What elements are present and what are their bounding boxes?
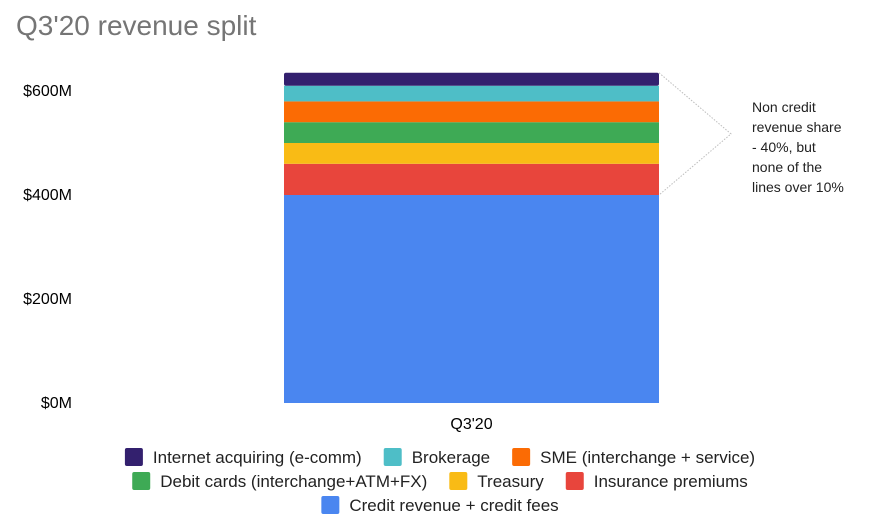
y-tick-label: $0M xyxy=(41,395,72,412)
annotation-line: - 40%, but xyxy=(752,139,816,155)
legend-swatch xyxy=(565,472,584,490)
legend-item-treasury: Treasury xyxy=(449,472,544,491)
legend-swatch xyxy=(512,448,531,466)
annotation-line: Non credit xyxy=(752,99,816,115)
annotation-line: none of the xyxy=(752,159,822,175)
legend-label: Treasury xyxy=(477,472,544,491)
bar-segment-debit-cards-interchange-atm-fx xyxy=(284,122,659,143)
x-tick-label: Q3'20 xyxy=(450,416,492,433)
annotation-callout: Non credit revenue share - 40%, but none of… xyxy=(658,72,844,196)
legend-label: Insurance premiums xyxy=(594,472,748,491)
bar-segment-insurance-premiums xyxy=(284,163,659,195)
legend-item-credit-revenue-credit-fees: Credit revenue + credit fees xyxy=(321,496,559,515)
bar-segment-sme-interchange-service xyxy=(284,101,659,123)
legend-swatch xyxy=(383,448,402,466)
y-tick-label: $600M xyxy=(23,83,72,100)
legend-label: SME (interchange + service) xyxy=(540,448,755,467)
callout-bracket xyxy=(658,72,732,196)
legend-item-debit-cards-interchange-atm-fx: Debit cards (interchange+ATM+FX) xyxy=(132,472,427,491)
legend-swatch xyxy=(124,448,143,466)
stacked-bar xyxy=(284,72,659,403)
legend: Internet acquiring (e-comm) Brokerage SME … xyxy=(124,448,755,515)
legend-label: Debit cards (interchange+ATM+FX) xyxy=(160,472,427,491)
x-axis-ticks: Q3'20 xyxy=(450,416,492,433)
y-tick-label: $400M xyxy=(23,187,72,204)
annotation-line: lines over 10% xyxy=(752,179,844,195)
legend-label: Internet acquiring (e-comm) xyxy=(153,448,362,467)
bar-segment-brokerage xyxy=(284,85,659,102)
legend-swatch xyxy=(132,472,151,490)
y-tick-label: $200M xyxy=(23,291,72,308)
legend-label: Credit revenue + credit fees xyxy=(349,496,558,515)
bar-segment-internet-acquiring-e-comm xyxy=(284,72,659,86)
legend-swatch xyxy=(321,496,340,514)
legend-item-insurance-premiums: Insurance premiums xyxy=(565,472,748,491)
chart-title: Q3'20 revenue split xyxy=(16,10,257,41)
bar-segment-credit-revenue-credit-fees xyxy=(284,195,659,403)
bar-segment-treasury xyxy=(284,143,659,164)
legend-item-internet-acquiring-e-comm: Internet acquiring (e-comm) xyxy=(124,448,362,467)
legend-item-sme-interchange-service: SME (interchange + service) xyxy=(512,448,755,467)
legend-swatch xyxy=(449,472,468,490)
legend-label: Brokerage xyxy=(412,448,490,467)
y-axis-ticks: $0M $200M $400M $600M xyxy=(23,83,72,412)
annotation-line: revenue share xyxy=(752,119,842,135)
legend-item-brokerage: Brokerage xyxy=(383,448,490,467)
